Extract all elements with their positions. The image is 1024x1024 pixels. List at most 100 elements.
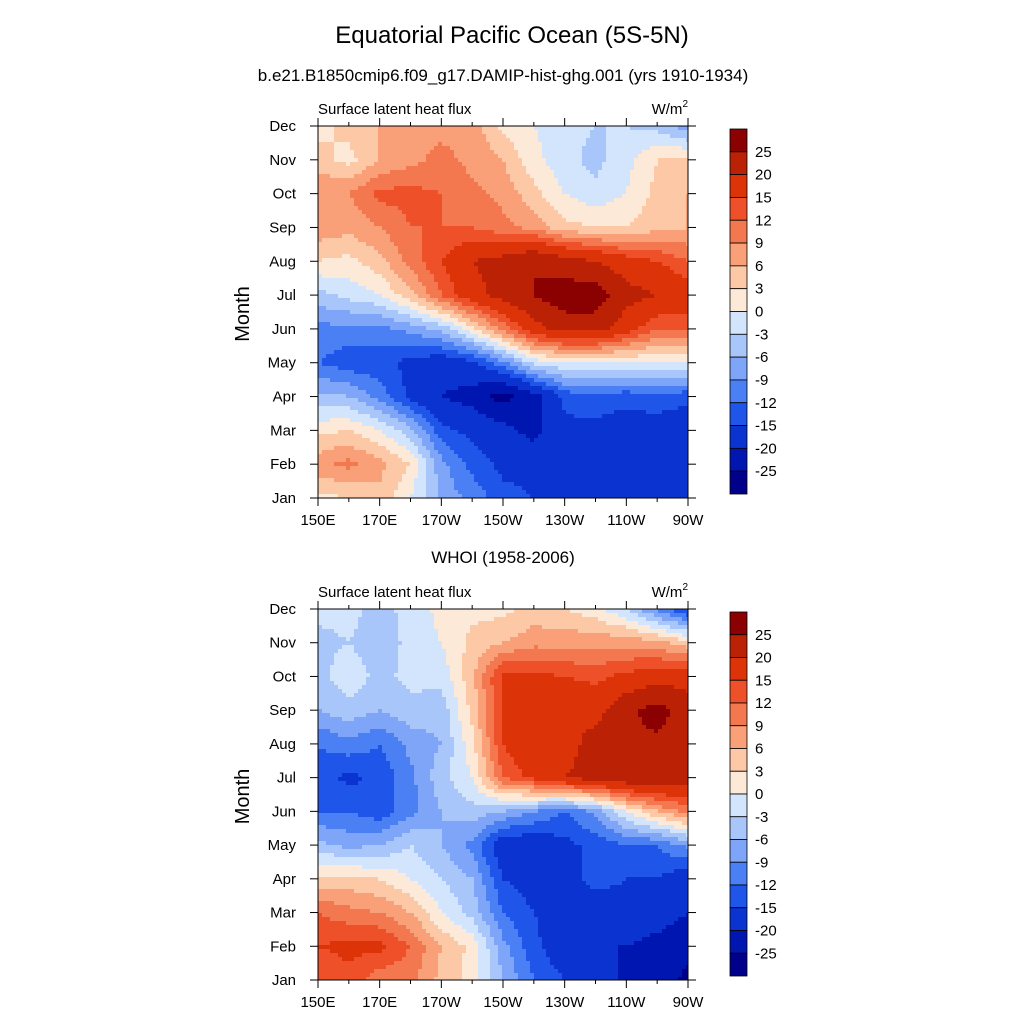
heatmap-cell xyxy=(450,182,455,187)
heatmap-cell xyxy=(658,314,663,319)
heatmap-cell xyxy=(598,146,603,151)
heatmap-cell xyxy=(338,174,343,179)
heatmap-cell xyxy=(674,334,679,339)
heatmap-cell xyxy=(458,226,463,231)
heatmap-cell xyxy=(510,286,515,291)
heatmap-cell xyxy=(438,274,443,279)
heatmap-cell xyxy=(334,134,339,139)
heatmap-cell xyxy=(554,218,559,223)
heatmap-cell xyxy=(682,238,687,243)
heatmap-cell xyxy=(618,154,623,159)
heatmap-cell xyxy=(434,270,439,275)
heatmap-cell xyxy=(506,298,511,303)
heatmap-cell xyxy=(550,166,555,171)
heatmap-cell xyxy=(362,182,367,187)
heatmap-cell xyxy=(582,246,587,251)
heatmap-cell xyxy=(482,202,487,207)
heatmap-cell xyxy=(346,338,351,343)
heatmap-cell xyxy=(634,290,639,295)
heatmap-cell xyxy=(566,186,571,191)
heatmap-cell xyxy=(438,310,443,315)
heatmap-cell xyxy=(674,234,679,239)
heatmap-cell xyxy=(558,178,563,183)
heatmap-cell xyxy=(398,198,403,203)
heatmap-cell xyxy=(654,246,659,251)
heatmap-cell xyxy=(470,254,475,259)
heatmap-cell xyxy=(502,234,507,239)
heatmap-cell xyxy=(326,282,331,287)
heatmap-cell xyxy=(394,234,399,239)
heatmap-cell xyxy=(326,334,331,339)
heatmap-cell xyxy=(686,266,689,271)
heatmap-cell xyxy=(478,286,483,291)
heatmap-cell xyxy=(446,266,451,271)
heatmap-cell xyxy=(578,174,583,179)
heatmap-cell xyxy=(366,322,371,327)
heatmap-cell xyxy=(522,210,527,215)
heatmap-cell xyxy=(374,198,379,203)
heatmap-cell xyxy=(570,294,575,299)
heatmap-cell xyxy=(466,258,471,263)
heatmap-cell xyxy=(490,258,495,263)
heatmap-cell xyxy=(354,270,359,275)
heatmap-cell xyxy=(318,326,323,331)
heatmap-cell xyxy=(406,222,411,227)
heatmap-cell xyxy=(674,262,679,267)
heatmap-cell xyxy=(674,134,679,139)
heatmap-cell xyxy=(554,134,559,139)
heatmap-cell xyxy=(330,246,335,251)
heatmap-cell xyxy=(502,238,507,243)
heatmap-cell xyxy=(662,298,667,303)
heatmap-cell xyxy=(334,126,339,131)
heatmap-cell xyxy=(594,258,599,263)
heatmap-cell xyxy=(658,134,663,139)
heatmap-cell xyxy=(502,310,507,315)
heatmap-cell xyxy=(390,234,395,239)
heatmap-cell xyxy=(418,266,423,271)
heatmap-cell xyxy=(486,330,491,335)
heatmap-cell xyxy=(470,166,475,171)
heatmap-cell xyxy=(502,326,507,331)
heatmap-cell xyxy=(362,166,367,171)
heatmap-cell xyxy=(510,142,515,147)
heatmap-cell xyxy=(650,210,655,215)
heatmap-cell xyxy=(350,186,355,191)
heatmap-cell xyxy=(418,150,423,155)
heatmap-cell xyxy=(626,182,631,187)
heatmap-cell xyxy=(666,170,671,175)
heatmap-cell xyxy=(330,130,335,135)
heatmap-cell xyxy=(582,226,587,231)
heatmap-cell xyxy=(502,318,507,323)
heatmap-cell xyxy=(562,214,567,219)
heatmap-cell xyxy=(390,214,395,219)
heatmap-cell xyxy=(578,334,583,339)
heatmap-cell xyxy=(670,310,675,315)
heatmap-cell xyxy=(386,194,391,199)
heatmap-cell xyxy=(646,142,651,147)
heatmap-cell xyxy=(342,298,347,303)
heatmap-cell xyxy=(630,186,635,191)
heatmap-cell xyxy=(490,170,495,175)
heatmap-cell xyxy=(458,314,463,319)
heatmap-cell xyxy=(558,170,563,175)
heatmap-cell xyxy=(378,198,383,203)
heatmap-cell xyxy=(486,298,491,303)
heatmap-cell xyxy=(326,198,331,203)
heatmap-cell xyxy=(386,218,391,223)
heatmap-cell xyxy=(486,162,491,167)
heatmap-cell xyxy=(590,174,595,179)
heatmap-cell xyxy=(446,310,451,315)
heatmap-cell xyxy=(334,174,339,179)
heatmap-cell xyxy=(358,262,363,267)
heatmap-cell xyxy=(402,202,407,207)
heatmap-cell xyxy=(406,210,411,215)
heatmap-cell xyxy=(550,158,555,163)
heatmap-cell xyxy=(670,270,675,275)
heatmap-cell xyxy=(626,170,631,175)
heatmap-cell xyxy=(502,274,507,279)
heatmap-cell xyxy=(686,222,689,227)
heatmap-cell xyxy=(458,210,463,215)
heatmap-cell xyxy=(678,134,683,139)
heatmap-cell xyxy=(502,330,507,335)
heatmap-cell xyxy=(578,142,583,147)
